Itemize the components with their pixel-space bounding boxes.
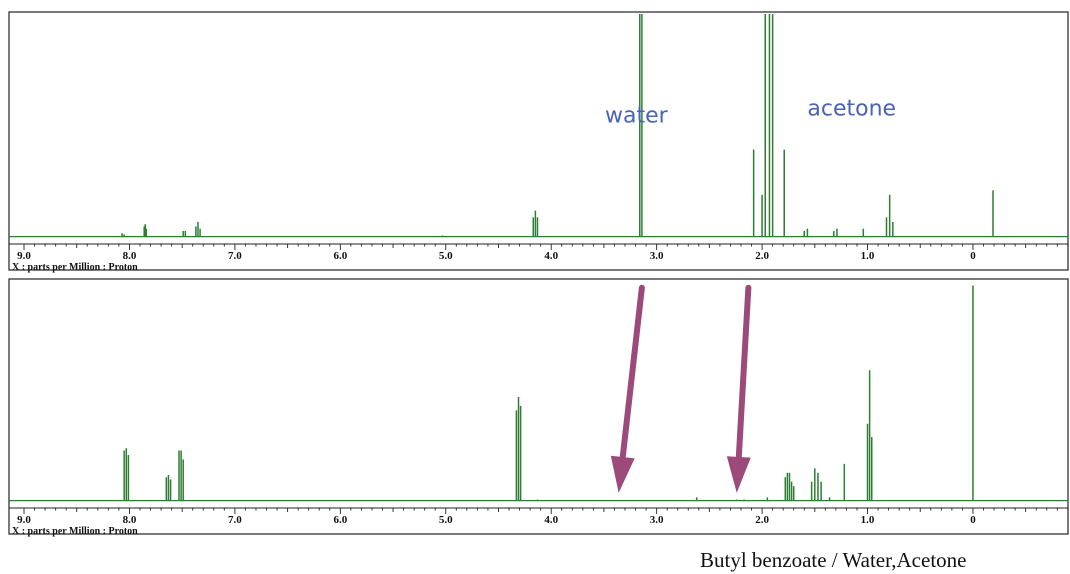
x-tick-label: 6.0 bbox=[333, 250, 347, 262]
x-tick-label: 0 bbox=[970, 250, 976, 262]
x-tick-label: 9.0 bbox=[17, 514, 31, 526]
x-tick-label: 2.0 bbox=[755, 250, 769, 262]
x-tick-label: 5.0 bbox=[439, 514, 453, 526]
x-tick-label: 2.0 bbox=[755, 514, 769, 526]
x-tick-label: 8.0 bbox=[123, 514, 137, 526]
plot-frame bbox=[8, 278, 1069, 535]
x-tick-label: 5.0 bbox=[439, 250, 453, 262]
x-tick-label: 7.0 bbox=[228, 250, 242, 262]
x-axis-label: X : parts per Million : Proton bbox=[12, 262, 138, 273]
arrow-shaft bbox=[735, 284, 752, 460]
x-axis-label: X : parts per Million : Proton bbox=[12, 526, 138, 537]
arrow-head bbox=[726, 456, 751, 493]
x-tick-label: 1.0 bbox=[861, 514, 875, 526]
x-tick-label: 3.0 bbox=[650, 514, 664, 526]
x-tick-label: 8.0 bbox=[123, 250, 137, 262]
x-tick-label: 4.0 bbox=[544, 250, 558, 262]
x-tick-label: 6.0 bbox=[333, 514, 347, 526]
x-tick-label: 7.0 bbox=[228, 514, 242, 526]
x-tick-label: 9.0 bbox=[17, 250, 31, 262]
bottom-spectrum-panel: 9.0 8.0 7.0 6.0 5.0 4.0 3.0 2.0 1.0 0 X : parts pe… bbox=[8, 278, 1069, 537]
arrow-head bbox=[610, 455, 635, 493]
top-spectrum-panel: 9.0 8.0 7.0 6.0 5.0 4.0 3.0 2.0 1.0 0 X : parts pe… bbox=[8, 11, 1069, 273]
x-tick-label: 4.0 bbox=[544, 514, 558, 526]
x-tick-label: 1.0 bbox=[861, 250, 875, 262]
figure-caption: Butyl benzoate / Water,Acetone bbox=[700, 548, 967, 572]
plot-frame bbox=[8, 11, 1069, 271]
arrow-shaft bbox=[619, 284, 645, 461]
x-tick-label: 0 bbox=[970, 514, 976, 526]
peak-annotation: water bbox=[605, 103, 669, 128]
x-tick-label: 3.0 bbox=[650, 250, 664, 262]
peak-annotation: acetone bbox=[807, 97, 896, 122]
